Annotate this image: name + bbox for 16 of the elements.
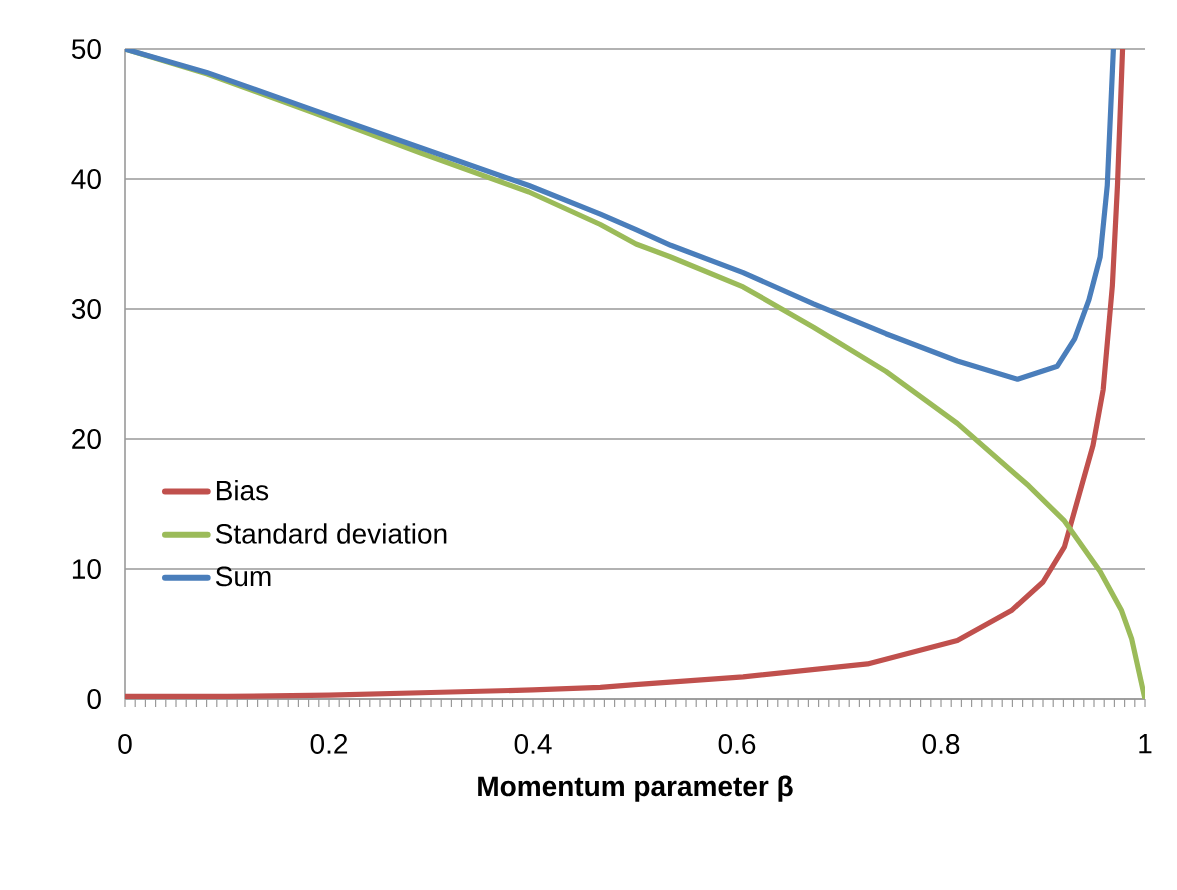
y-tick-label: 20	[72, 429, 101, 449]
legend-label: Standard deviation	[215, 523, 447, 544]
x-axis-title: Momentum parameter β	[478, 775, 793, 802]
y-tick-label: 30	[71, 299, 101, 319]
x-tick-label: 0.8	[922, 734, 960, 754]
x-tick-label: 0.2	[310, 734, 348, 754]
y-tick-label: 10	[72, 559, 101, 579]
y-tick-label: 0	[87, 689, 101, 709]
legend-label: Sum	[215, 566, 271, 587]
y-tick-label: 40	[71, 169, 101, 189]
x-tick-label: 1	[1139, 734, 1152, 754]
y-tick-label: 50	[71, 39, 101, 59]
x-tick-label: 0.6	[718, 734, 756, 754]
x-tick-label: 0.4	[514, 734, 552, 754]
legend-label: Bias	[216, 479, 269, 501]
x-tick-label: 0	[118, 734, 132, 754]
